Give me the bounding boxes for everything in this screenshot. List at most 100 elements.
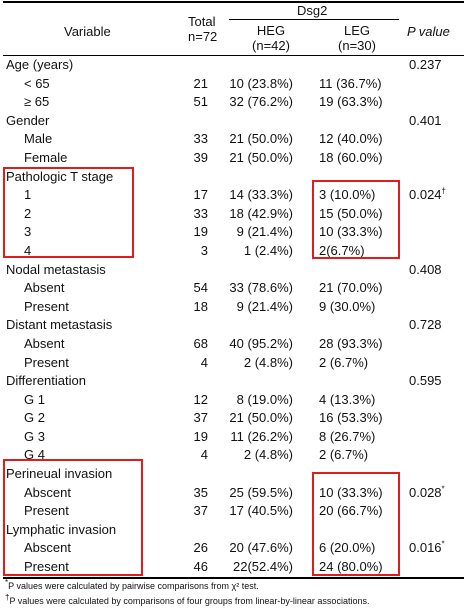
row-variable: Perineual invasion bbox=[6, 466, 113, 482]
table-row: Present 46 22(52.4%) 24 (80.0%) bbox=[0, 558, 467, 577]
p-value-number: 0.728 bbox=[409, 317, 442, 333]
table-row: G 3 19 11 (26.2%) 8 (26.7%) bbox=[0, 428, 467, 447]
row-heg: 32 (76.2%) bbox=[229, 94, 293, 110]
row-heg: 14 (33.3%) bbox=[229, 187, 293, 203]
highlight-box-t-stage-variable bbox=[3, 167, 134, 258]
p-value-number: 0.595 bbox=[409, 373, 442, 389]
header-bottom-rule bbox=[3, 55, 464, 56]
footnote-linear-mark: † bbox=[5, 593, 10, 602]
row-leg: 16 (53.3%) bbox=[319, 410, 383, 426]
row-leg: 4 (13.3%) bbox=[319, 391, 376, 407]
row-p-value: 0.237 bbox=[409, 56, 442, 75]
row-p-value: 0.028* bbox=[409, 484, 445, 503]
row-heg: 2 (4.8%) bbox=[243, 354, 293, 370]
table-row: Differentiation 0.595 bbox=[0, 372, 467, 391]
row-leg: 10 (33.3%) bbox=[319, 224, 383, 240]
header-leg-label: LEG bbox=[343, 23, 370, 38]
table-top-rule bbox=[3, 1, 464, 3]
row-heg: 25 (59.5%) bbox=[229, 484, 293, 500]
table-row: G 4 4 2 (4.8%) 2 (6.7%) bbox=[0, 446, 467, 465]
header-total-n: n=72 bbox=[188, 29, 218, 44]
row-heg: 22(52.4%) bbox=[233, 559, 293, 575]
header-dsg2: Dsg2 bbox=[297, 3, 328, 18]
header-leg: LEG (n=30) bbox=[326, 23, 388, 53]
footnote-linear-text: P values were calculated by comparisons … bbox=[9, 596, 370, 606]
table-bottom-rule bbox=[3, 577, 464, 579]
header-variable: Variable bbox=[64, 24, 111, 39]
footnote-pairwise-text: P values were calculated by pairwise com… bbox=[8, 581, 259, 591]
row-leg: 12 (40.0%) bbox=[319, 131, 383, 147]
row-p-value: 0.016* bbox=[409, 539, 445, 558]
dsg2-underline bbox=[229, 19, 399, 20]
row-variable: Absent bbox=[24, 280, 65, 296]
p-value-number: 0.237 bbox=[409, 57, 442, 72]
row-leg: 19 (63.3%) bbox=[319, 94, 383, 110]
table-row: Absent 54 33 (78.6%) 21 (70.0%) bbox=[0, 279, 467, 298]
header-p-value: P value bbox=[407, 24, 450, 39]
table-row: Pathologic T stage bbox=[0, 168, 467, 187]
row-total: 39 bbox=[193, 149, 208, 165]
row-variable: Present bbox=[24, 354, 69, 370]
table-row: Male 33 21 (50.0%) 12 (40.0%) bbox=[0, 130, 467, 149]
row-variable: Pathologic T stage bbox=[6, 168, 114, 184]
row-total: 19 bbox=[193, 224, 208, 240]
row-total: 26 bbox=[193, 540, 208, 556]
header-heg: HEG (n=42) bbox=[240, 23, 302, 53]
row-heg: 8 (19.0%) bbox=[236, 391, 293, 407]
row-leg: 2 (6.7%) bbox=[319, 354, 369, 370]
footnote-pairwise: *P values were calculated by pairwise co… bbox=[5, 578, 259, 592]
row-total: 33 bbox=[193, 131, 208, 147]
p-value-number: 0.408 bbox=[409, 261, 442, 277]
row-total: 37 bbox=[193, 410, 208, 426]
row-total: 18 bbox=[193, 298, 208, 314]
row-variable: G 1 bbox=[24, 391, 45, 407]
row-total: 17 bbox=[193, 187, 208, 203]
row-variable: Distant metastasis bbox=[6, 317, 113, 333]
row-variable: Lymphatic invasion bbox=[6, 521, 117, 537]
table-row: Female 39 21 (50.0%) 18 (60.0%) bbox=[0, 149, 467, 168]
table-row: Abscent 35 25 (59.5%) 10 (33.3%) 0.028* bbox=[0, 484, 467, 503]
row-heg: 9 (21.4%) bbox=[236, 224, 293, 240]
row-total: 33 bbox=[193, 205, 208, 221]
row-leg: 9 (30.0%) bbox=[319, 298, 376, 314]
footnote-pairwise-mark: * bbox=[5, 578, 9, 587]
row-heg: 10 (23.8%) bbox=[229, 75, 293, 91]
table-row: G 1 12 8 (19.0%) 4 (13.3%) bbox=[0, 391, 467, 410]
highlight-box-invasion-leg bbox=[312, 472, 400, 576]
row-variable: G 3 bbox=[24, 428, 45, 444]
row-variable: Age (years) bbox=[6, 57, 74, 72]
p-value-number: 0.016 bbox=[409, 540, 442, 556]
row-leg: 11 (36.7%) bbox=[319, 75, 382, 91]
row-total: 54 bbox=[193, 280, 208, 296]
table-row: Gender 0.401 bbox=[0, 112, 467, 131]
row-heg: 11 (26.2%) bbox=[230, 428, 293, 444]
row-p-value: 0.408 bbox=[409, 261, 442, 280]
row-leg: 3 (10.0%) bbox=[319, 187, 376, 203]
row-variable: Female bbox=[24, 149, 68, 165]
row-heg: 17 (40.5%) bbox=[229, 503, 293, 519]
row-variable: 4 bbox=[24, 242, 32, 258]
header-total: Total n=72 bbox=[188, 14, 217, 44]
row-heg: 2 (4.8%) bbox=[243, 447, 293, 463]
row-total: 46 bbox=[193, 559, 208, 575]
header-total-label: Total bbox=[188, 14, 216, 29]
p-value-number: 0.028 bbox=[409, 484, 442, 500]
row-heg: 20 (47.6%) bbox=[229, 540, 293, 556]
table-row: Perineual invasion bbox=[0, 465, 467, 484]
row-leg: 28 (93.3%) bbox=[319, 335, 383, 351]
row-variable: 1 bbox=[24, 187, 32, 203]
row-variable: G 2 bbox=[24, 410, 45, 426]
table-row: 3 19 9 (21.4%) 10 (33.3%) bbox=[0, 223, 467, 242]
highlight-box-invasion-variable bbox=[3, 459, 143, 576]
table-row: Distant metastasis 0.728 bbox=[0, 316, 467, 335]
row-total: 12 bbox=[193, 391, 208, 407]
table-row: Lymphatic invasion bbox=[0, 521, 467, 540]
row-leg: 24 (80.0%) bbox=[319, 559, 383, 575]
table-row: < 65 21 10 (23.8%) 11 (36.7%) bbox=[0, 75, 467, 94]
row-heg: 1 (2.4%) bbox=[243, 242, 293, 258]
row-variable: Gender bbox=[6, 112, 50, 128]
row-leg: 2 (6.7%) bbox=[319, 447, 369, 463]
table-row: Nodal metastasis 0.408 bbox=[0, 261, 467, 280]
row-p-value: 0.024† bbox=[409, 186, 446, 205]
row-total: 51 bbox=[193, 94, 208, 110]
